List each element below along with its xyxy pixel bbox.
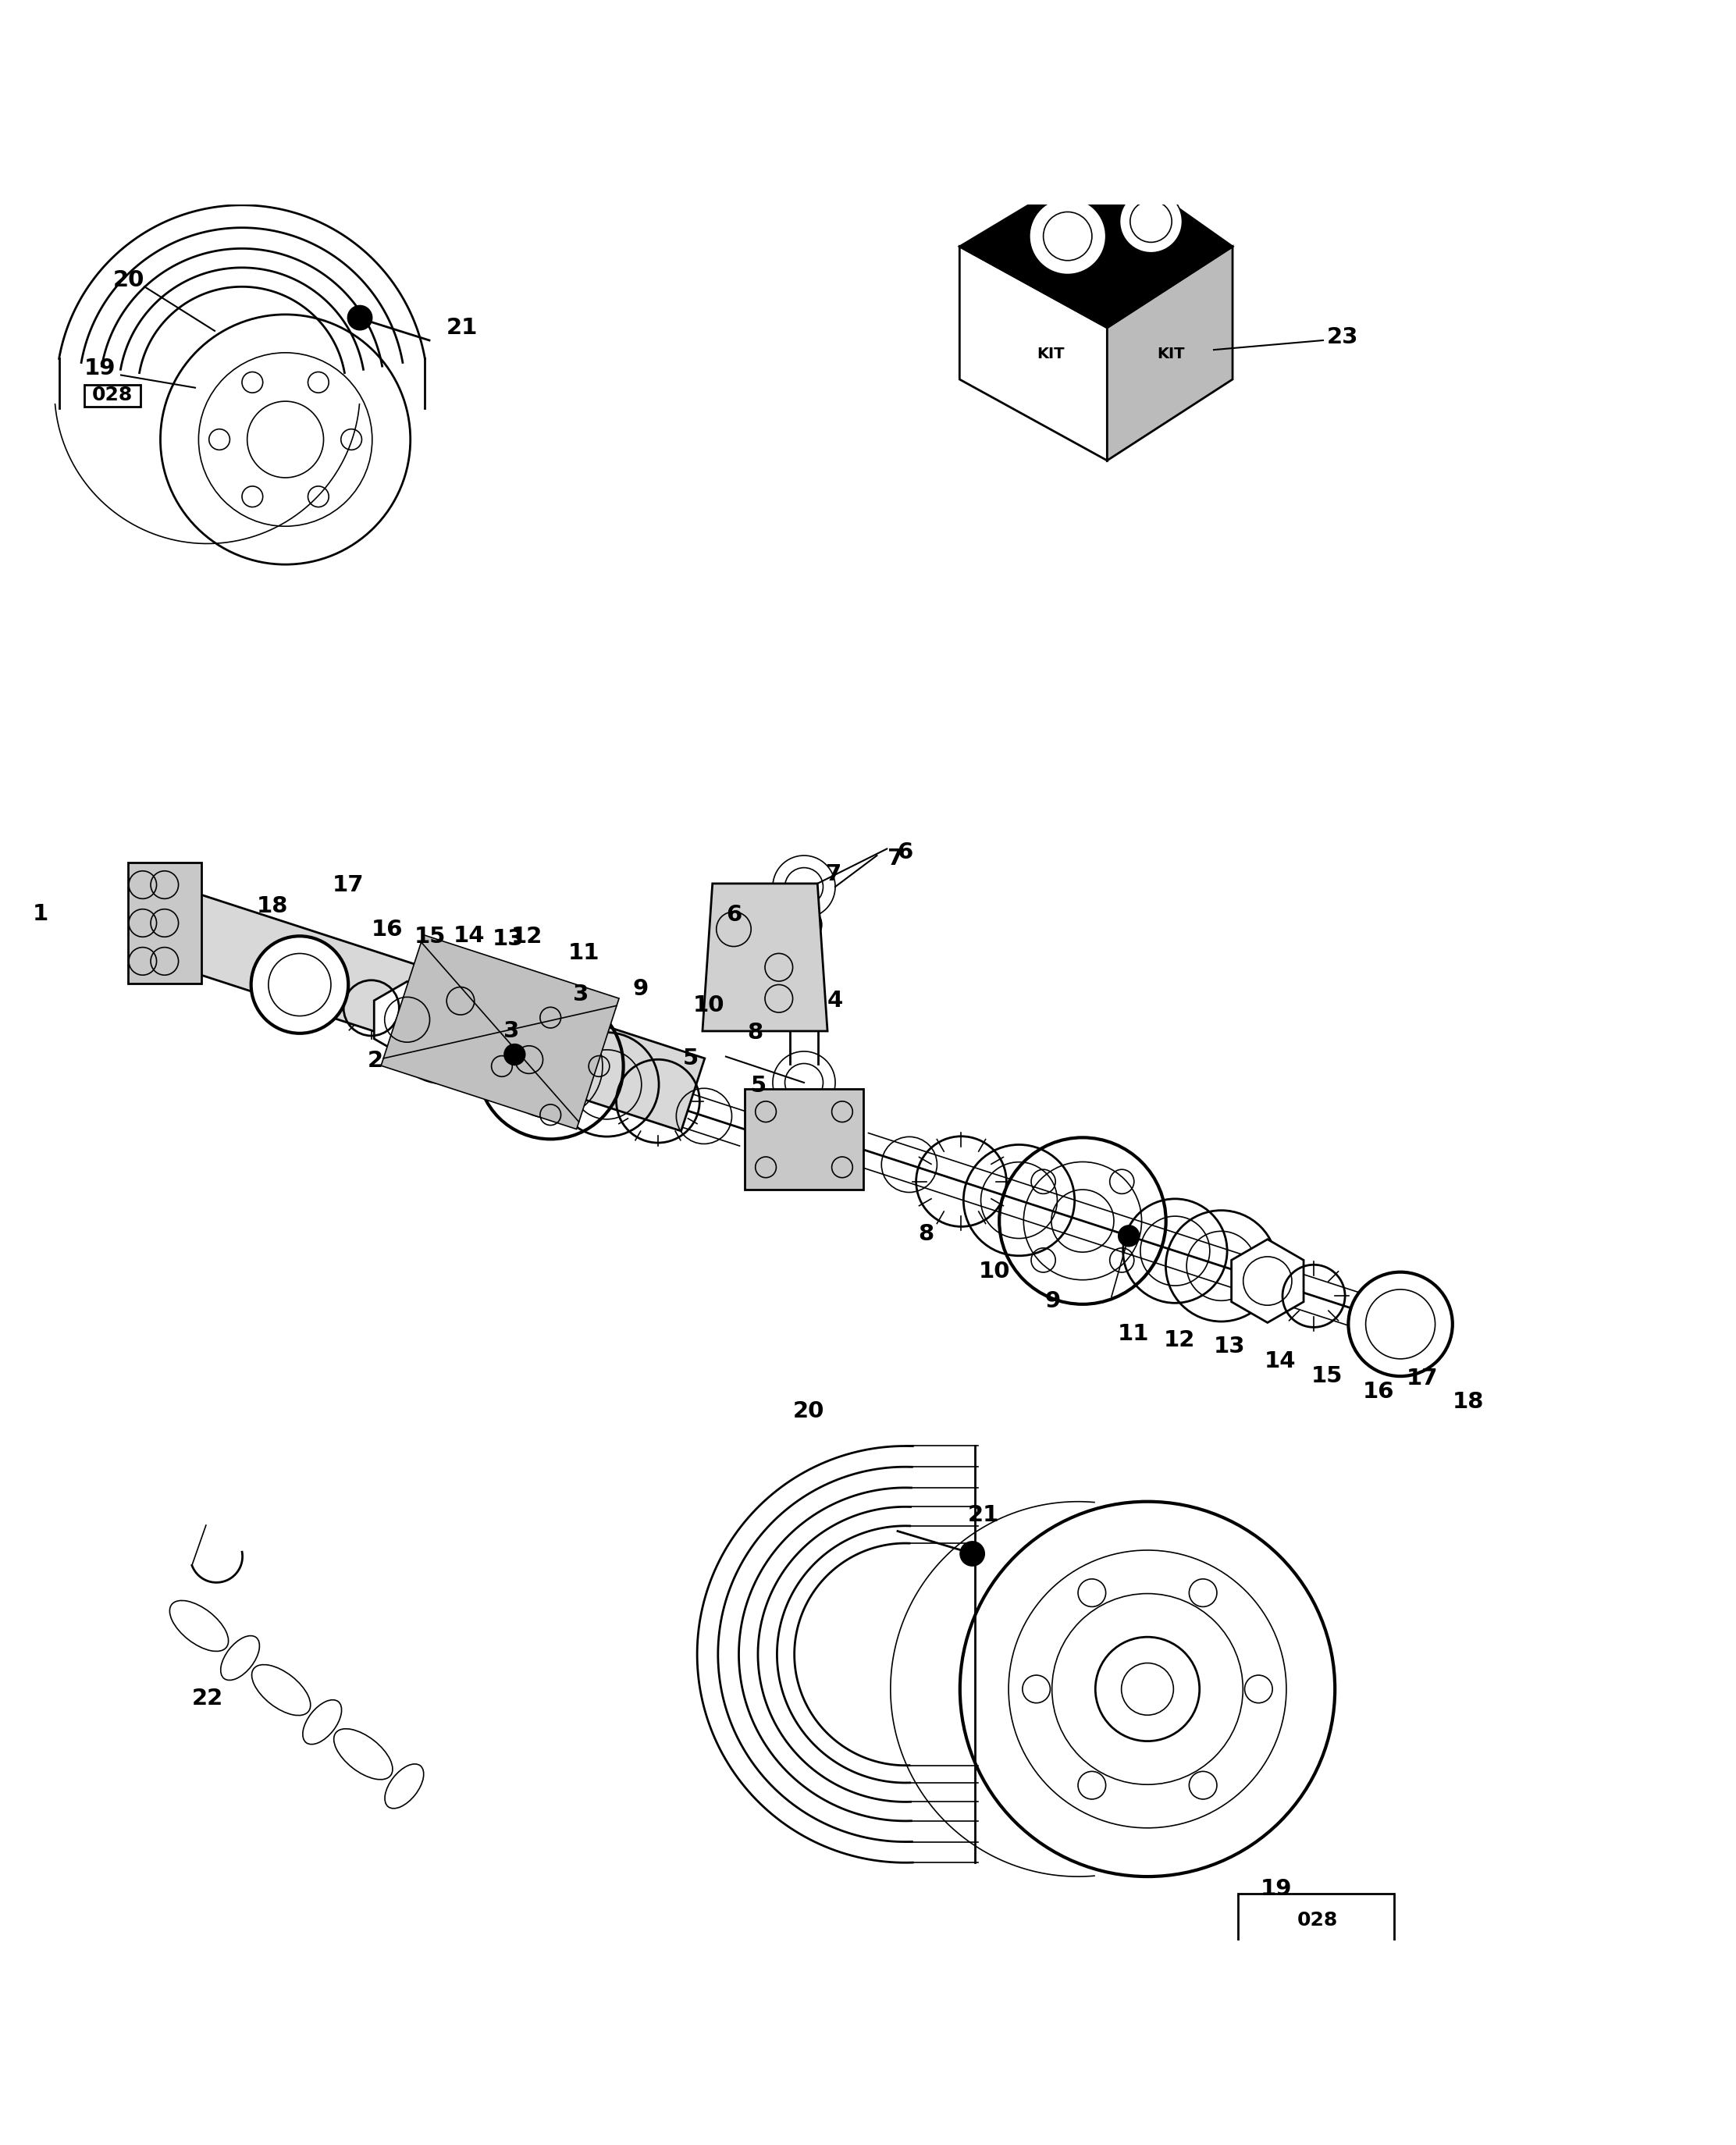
- Text: 12: 12: [510, 927, 543, 948]
- Text: KIT: KIT: [1156, 347, 1184, 363]
- Text: 23: 23: [1326, 326, 1359, 347]
- Circle shape: [786, 907, 821, 942]
- Polygon shape: [703, 884, 828, 1032]
- Circle shape: [503, 1045, 524, 1064]
- Text: 19: 19: [1260, 1877, 1292, 1900]
- Text: 4: 4: [828, 989, 844, 1012]
- Text: 7: 7: [887, 847, 903, 871]
- Text: 3: 3: [573, 985, 589, 1006]
- Circle shape: [1349, 1272, 1453, 1377]
- Bar: [85, 384, 141, 408]
- Text: 22: 22: [193, 1688, 224, 1710]
- Text: 7: 7: [826, 862, 842, 886]
- Text: 20: 20: [113, 270, 144, 292]
- Text: 8: 8: [748, 1021, 764, 1045]
- Text: 14: 14: [1266, 1351, 1297, 1373]
- Circle shape: [1029, 197, 1106, 275]
- Text: 12: 12: [1163, 1330, 1194, 1351]
- Text: 14: 14: [453, 924, 484, 946]
- Polygon shape: [128, 862, 201, 985]
- Text: 15: 15: [1311, 1366, 1342, 1388]
- Text: 028: 028: [1297, 1911, 1338, 1928]
- Polygon shape: [153, 886, 705, 1130]
- Text: 21: 21: [969, 1504, 1000, 1527]
- Text: 2: 2: [368, 1051, 384, 1072]
- Polygon shape: [745, 1090, 863, 1190]
- Text: 6: 6: [726, 905, 741, 927]
- Text: 15: 15: [415, 924, 446, 948]
- Text: 11: 11: [1118, 1323, 1149, 1345]
- Polygon shape: [382, 935, 620, 1128]
- Text: 5: 5: [752, 1075, 767, 1096]
- Circle shape: [960, 1542, 984, 1566]
- Text: 13: 13: [1213, 1336, 1245, 1358]
- Text: 5: 5: [682, 1047, 698, 1068]
- Text: 16: 16: [1363, 1381, 1394, 1403]
- Text: 9: 9: [1045, 1289, 1061, 1313]
- Text: 19: 19: [85, 358, 116, 380]
- Bar: [1238, 1894, 1394, 1946]
- Text: 10: 10: [693, 995, 724, 1017]
- Polygon shape: [1108, 247, 1233, 461]
- Text: 8: 8: [918, 1223, 934, 1244]
- Text: 11: 11: [568, 942, 599, 965]
- Polygon shape: [960, 159, 1233, 328]
- Text: 9: 9: [634, 978, 649, 1000]
- Text: 1: 1: [33, 903, 49, 924]
- Text: 17: 17: [1406, 1369, 1437, 1390]
- Polygon shape: [373, 982, 441, 1057]
- Text: KIT: KIT: [1036, 347, 1064, 363]
- Text: 13: 13: [493, 929, 524, 950]
- Circle shape: [347, 305, 372, 330]
- Text: 6: 6: [898, 841, 913, 862]
- Circle shape: [252, 935, 349, 1034]
- Text: 16: 16: [372, 918, 403, 942]
- Text: 20: 20: [793, 1401, 825, 1422]
- Polygon shape: [1231, 1240, 1304, 1323]
- Text: 17: 17: [332, 875, 363, 897]
- Circle shape: [1120, 191, 1182, 253]
- Polygon shape: [960, 247, 1108, 461]
- Text: 028: 028: [92, 386, 132, 405]
- Text: 18: 18: [257, 897, 288, 918]
- Text: 18: 18: [1453, 1392, 1484, 1414]
- Text: 21: 21: [446, 317, 477, 339]
- Text: 3: 3: [503, 1021, 519, 1042]
- Text: 10: 10: [979, 1261, 1010, 1283]
- Circle shape: [1118, 1225, 1139, 1246]
